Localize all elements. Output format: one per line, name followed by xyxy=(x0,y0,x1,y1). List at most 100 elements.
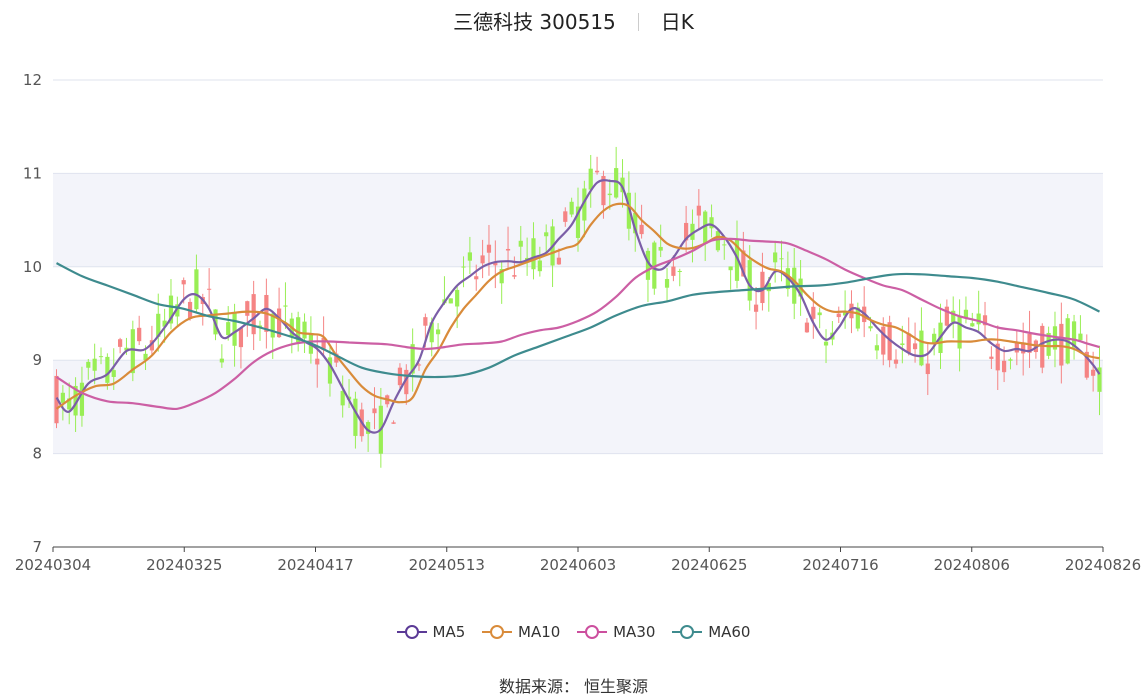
candle-body xyxy=(843,312,848,316)
candle-body xyxy=(67,398,72,410)
x-tick-label: 20240417 xyxy=(277,556,353,574)
legend-item-ma30[interactable]: MA30 xyxy=(577,623,655,641)
candle-body xyxy=(327,357,333,384)
candle-body xyxy=(1008,359,1013,361)
candle-body xyxy=(715,231,721,251)
legend-label-ma30: MA30 xyxy=(613,623,656,641)
candle-body xyxy=(111,370,116,377)
candle-body xyxy=(207,288,212,290)
candle-body xyxy=(505,248,511,251)
title-separator xyxy=(637,13,639,31)
candle-body xyxy=(963,309,969,319)
candle-body xyxy=(1046,332,1051,356)
candle-body xyxy=(664,279,670,288)
candle-body xyxy=(194,269,199,310)
candle-body xyxy=(868,326,873,329)
candle-body xyxy=(130,329,135,374)
candle-body xyxy=(753,304,759,312)
candle-body xyxy=(1091,369,1096,376)
candle-body xyxy=(912,343,918,350)
legend-item-ma60[interactable]: MA60 xyxy=(672,623,750,641)
candle-body xyxy=(614,168,619,198)
candle-body xyxy=(1021,343,1026,354)
candle-body xyxy=(696,205,701,216)
candle-body xyxy=(881,326,886,355)
candle-body xyxy=(276,308,282,338)
candle-body xyxy=(499,268,504,284)
candle-body xyxy=(315,358,320,365)
candle-body xyxy=(925,363,930,375)
line-ma5 xyxy=(55,179,1101,434)
candle-body xyxy=(79,382,85,416)
candle-body xyxy=(677,270,682,272)
candle-body xyxy=(887,322,892,361)
candle-body xyxy=(175,304,180,317)
candle-body xyxy=(836,313,841,318)
candle-body xyxy=(855,307,860,329)
candle-body xyxy=(1084,351,1089,378)
x-tick-label: 20240716 xyxy=(802,556,878,574)
candle-body xyxy=(728,266,733,271)
stock-name: 三德科技 300515 xyxy=(453,10,616,34)
line-ma30 xyxy=(55,237,1100,411)
candle-body xyxy=(607,193,612,196)
candle-body xyxy=(1059,323,1064,366)
candle-body xyxy=(404,369,409,395)
y-tick-label: 8 xyxy=(32,445,42,463)
candle-body xyxy=(957,315,962,349)
candle-body xyxy=(416,364,422,366)
candle-body xyxy=(480,255,485,264)
candle-body xyxy=(544,232,549,237)
candle-body xyxy=(391,422,396,424)
candle-body xyxy=(143,353,148,361)
candle-body xyxy=(900,343,905,345)
ma60-swatch xyxy=(672,625,703,639)
legend-item-ma5[interactable]: MA5 xyxy=(396,623,465,641)
candle-body xyxy=(620,177,625,193)
candle-body xyxy=(766,282,771,292)
candle-body xyxy=(149,340,154,351)
candle-body xyxy=(594,170,600,173)
candle-body xyxy=(575,206,581,238)
line-ma60 xyxy=(56,262,1100,379)
candle-body xyxy=(238,328,244,348)
candle-body xyxy=(639,224,644,235)
candle-body xyxy=(219,358,224,363)
candle-body xyxy=(531,238,536,270)
candle-body xyxy=(435,329,441,335)
candle-body xyxy=(874,345,880,351)
y-axis-labels: 7 8 9 10 11 12 xyxy=(23,71,42,556)
candle-body xyxy=(226,322,231,336)
candle-body xyxy=(410,344,415,374)
legend-label-ma10: MA10 xyxy=(518,623,561,641)
candle-body xyxy=(658,246,663,251)
candle-body xyxy=(296,317,301,343)
candle-body xyxy=(569,201,574,215)
x-tick-label: 20240304 xyxy=(15,556,91,574)
candle-body xyxy=(976,313,981,325)
candle-body xyxy=(486,244,492,253)
legend-item-ma10[interactable]: MA10 xyxy=(482,623,560,641)
candle-body xyxy=(741,250,746,277)
candle-body xyxy=(893,359,899,364)
candle-body xyxy=(690,223,695,240)
candle-body xyxy=(448,298,453,304)
candle-body xyxy=(245,301,250,316)
candle-body xyxy=(397,367,403,386)
candle-body xyxy=(461,266,466,268)
candle-body xyxy=(162,320,167,327)
candle-body xyxy=(302,321,307,339)
x-axis: 20240304 20240325 20240417 20240513 20240603… xyxy=(15,546,1141,574)
candle-body xyxy=(493,262,498,266)
x-tick-label: 20240513 xyxy=(409,556,485,574)
candle-body xyxy=(951,310,956,323)
legend-label-ma60: MA60 xyxy=(708,623,751,641)
ma30-swatch xyxy=(577,625,608,639)
candle-body xyxy=(645,250,651,280)
candle-body xyxy=(684,222,689,241)
candle-body xyxy=(372,408,377,414)
x-tick-label: 20240826 xyxy=(1065,556,1141,574)
candle-body xyxy=(995,343,1000,371)
candle-body xyxy=(156,313,161,337)
candle-body xyxy=(353,398,358,436)
